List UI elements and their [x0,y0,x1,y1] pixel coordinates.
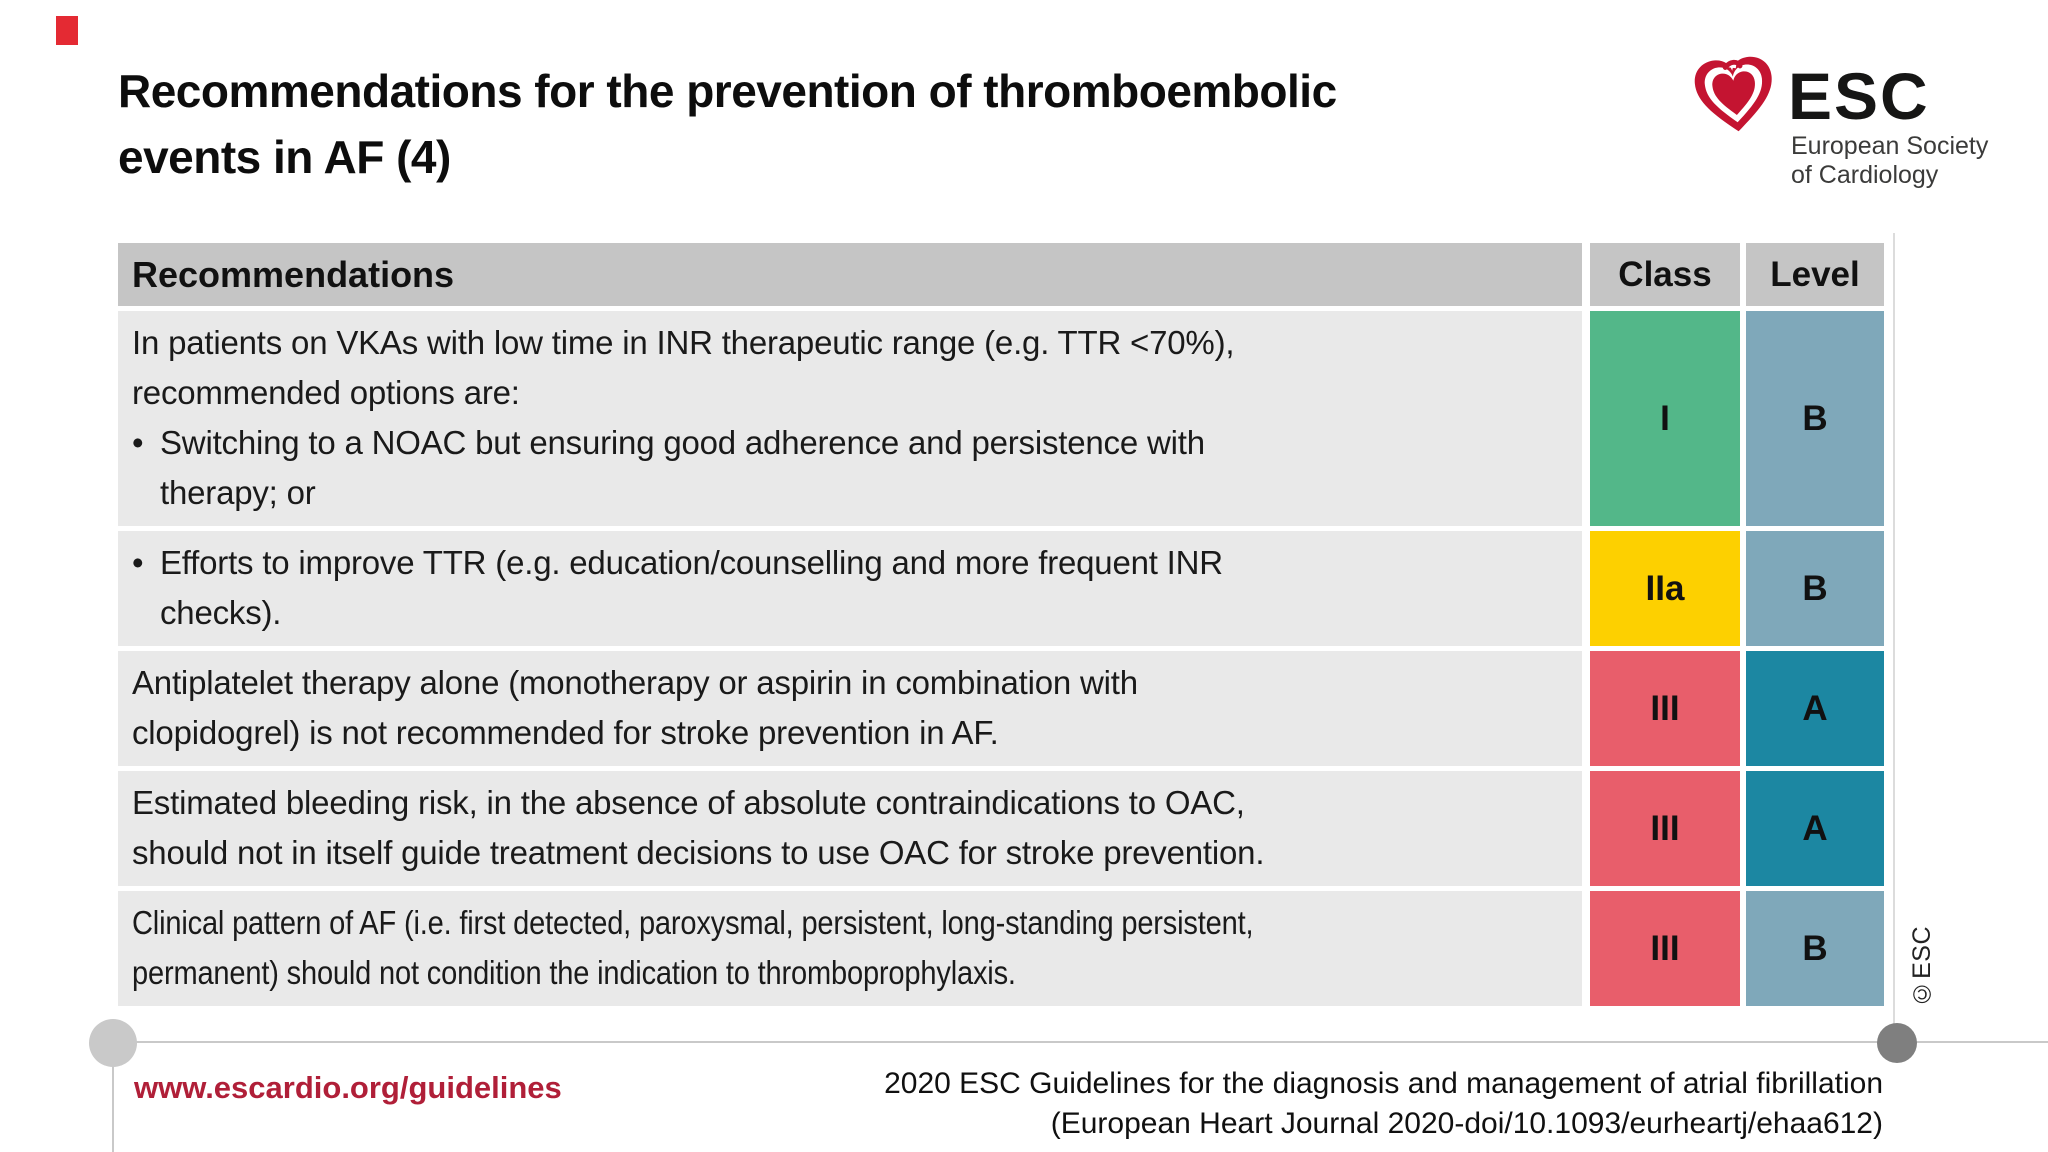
page-title-line2: events in AF (4) [118,131,451,183]
esc-tagline-line2: of Cardiology [1791,161,1939,189]
esc-logo-tagline: European Society of Cardiology [1791,132,1988,190]
footer-left-line [112,1043,114,1152]
recommendation-cell: In patients on VKAs with low time in INR… [118,311,1582,526]
footer-right-circle [1877,1023,1917,1063]
slide-corner-marker [56,16,78,45]
recommendation-text: In patients on VKAs with low time in INR… [132,324,1235,361]
level-badge: A [1746,771,1884,886]
level-badge: B [1746,531,1884,646]
header-class: Class [1590,243,1740,306]
recommendation-cell: Estimated bleeding risk, in the absence … [118,771,1582,886]
table-row: Estimated bleeding risk, in the absence … [118,771,1884,886]
header-level: Level [1746,243,1884,306]
page-title: Recommendations for the prevention of th… [118,58,1538,190]
bullet-glyph: • [132,544,144,581]
esc-heart-logo-icon [1694,56,1772,132]
header-recommendations: Recommendations [118,243,1582,306]
copyright-esc: ©ESC [1908,926,1936,1008]
class-badge: III [1590,771,1740,886]
recommendation-bullet: • Switching to a NOAC but ensuring good a… [132,418,1572,468]
class-badge: I [1590,311,1740,526]
level-badge: B [1746,891,1884,1006]
citation-line1: 2020 ESC Guidelines for the diagnosis an… [884,1067,1883,1100]
class-badge: III [1590,891,1740,1006]
recommendations-table: Recommendations Class Level In patients … [118,243,1884,1011]
table-row: • Efforts to improve TTR (e.g. education/… [118,531,1884,646]
citation: 2020 ESC Guidelines for the diagnosis an… [884,1064,1883,1144]
level-badge: A [1746,651,1884,766]
table-row: Clinical pattern of AF (i.e. first detec… [118,891,1884,1006]
class-badge: IIa [1590,531,1740,646]
footer-divider-line [113,1041,2048,1043]
recommendation-text: Antiplatelet therapy alone (monotherapy … [132,664,1138,701]
recommendation-text: therapy; or [160,474,316,511]
recommendation-cell: Clinical pattern of AF (i.e. first detec… [118,891,1582,1006]
table-row: Antiplatelet therapy alone (monotherapy … [118,651,1884,766]
esc-tagline-line1: European Society [1791,132,1989,160]
recommendation-bullet: • Efforts to improve TTR (e.g. education/… [132,538,1572,588]
recommendation-text: permanent) should not condition the indi… [132,954,1016,991]
recommendation-cell: • Efforts to improve TTR (e.g. education/… [118,531,1582,646]
recommendation-text: should not in itself guide treatment dec… [132,834,1265,871]
level-badge: B [1746,311,1884,526]
recommendation-text: checks). [160,594,282,631]
recommendation-cell: Antiplatelet therapy alone (monotherapy … [118,651,1582,766]
right-divider-line [1893,233,1895,1042]
page-title-line1: Recommendations for the prevention of th… [118,65,1337,117]
class-badge: III [1590,651,1740,766]
recommendation-text: Estimated bleeding risk, in the absence … [132,784,1245,821]
table-header-row: Recommendations Class Level [118,243,1884,306]
table-row: In patients on VKAs with low time in INR… [118,311,1884,526]
citation-line2: (European Heart Journal 2020-doi/10.1093… [1050,1107,1883,1140]
bullet-glyph: • [132,424,144,461]
recommendation-text: Efforts to improve TTR (e.g. education/c… [160,544,1223,581]
guidelines-link[interactable]: www.escardio.org/guidelines [134,1070,562,1105]
recommendation-text: Clinical pattern of AF (i.e. first detec… [132,904,1254,941]
recommendation-text: Switching to a NOAC but ensuring good ad… [160,424,1205,461]
esc-logo-text: ESC [1788,59,1930,133]
recommendation-text: recommended options are: [132,374,520,411]
recommendation-text: clopidogrel) is not recommended for stro… [132,714,999,751]
